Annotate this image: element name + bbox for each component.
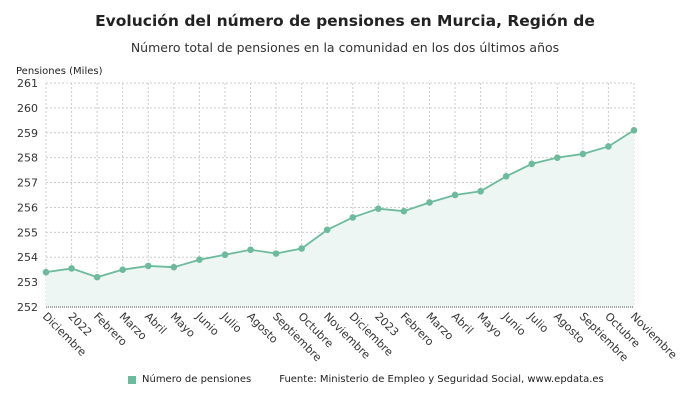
- y-tick-label: 260: [17, 102, 38, 115]
- chart-subtitle: Número total de pensiones en la comunida…: [130, 40, 560, 55]
- data-point: [196, 256, 203, 264]
- data-point: [554, 154, 561, 161]
- legend-swatch: [128, 375, 136, 384]
- legend: Número de pensiones Fuente: Ministerio d…: [128, 374, 604, 385]
- chart-title: Evolución del número de pensiones en Mur…: [95, 12, 595, 30]
- data-point: [579, 150, 587, 158]
- y-tick-label: 254: [17, 251, 38, 264]
- data-point: [426, 199, 433, 206]
- data-point: [221, 251, 229, 259]
- x-tick-label: Junio: [499, 309, 528, 338]
- data-point: [323, 226, 331, 234]
- data-point: [42, 268, 50, 276]
- data-point: [630, 126, 638, 134]
- y-tick-label: 253: [17, 276, 38, 289]
- chart-area: 252253254255256257258259260261Diciembre2…: [17, 77, 680, 364]
- y-tick-label: 258: [17, 152, 38, 165]
- x-tick-label: Mayo: [168, 310, 198, 340]
- data-point: [451, 191, 459, 199]
- data-point: [502, 173, 510, 180]
- data-point: [298, 245, 305, 252]
- legend-label: Número de pensiones: [142, 374, 252, 385]
- data-point: [477, 187, 484, 195]
- data-point: [144, 262, 152, 270]
- data-point: [93, 273, 101, 281]
- data-point: [375, 205, 382, 212]
- data-point: [119, 266, 126, 273]
- data-point: [68, 265, 75, 272]
- y-tick-label: 259: [17, 127, 38, 140]
- series-area: [46, 130, 634, 307]
- x-tick-label: Mayo: [474, 310, 504, 340]
- y-tick-label: 252: [17, 301, 38, 314]
- data-point: [170, 263, 178, 271]
- data-point: [349, 214, 357, 221]
- y-axis-label: Pensiones (Miles): [16, 66, 103, 77]
- x-tick-label: Julio: [525, 309, 551, 335]
- data-point: [528, 160, 536, 168]
- x-tick-label: Julio: [218, 309, 244, 335]
- y-tick-label: 255: [17, 226, 38, 239]
- y-tick-label: 257: [17, 177, 38, 190]
- source-note: Fuente: Ministerio de Empleo y Seguridad…: [279, 374, 604, 385]
- data-point: [605, 143, 612, 150]
- data-point: [272, 250, 280, 257]
- data-point: [400, 207, 408, 215]
- series-line: [45, 129, 635, 279]
- data-point: [247, 246, 254, 254]
- x-tick-label: Junio: [193, 309, 222, 338]
- y-tick-label: 261: [17, 77, 38, 90]
- y-tick-label: 256: [17, 201, 38, 214]
